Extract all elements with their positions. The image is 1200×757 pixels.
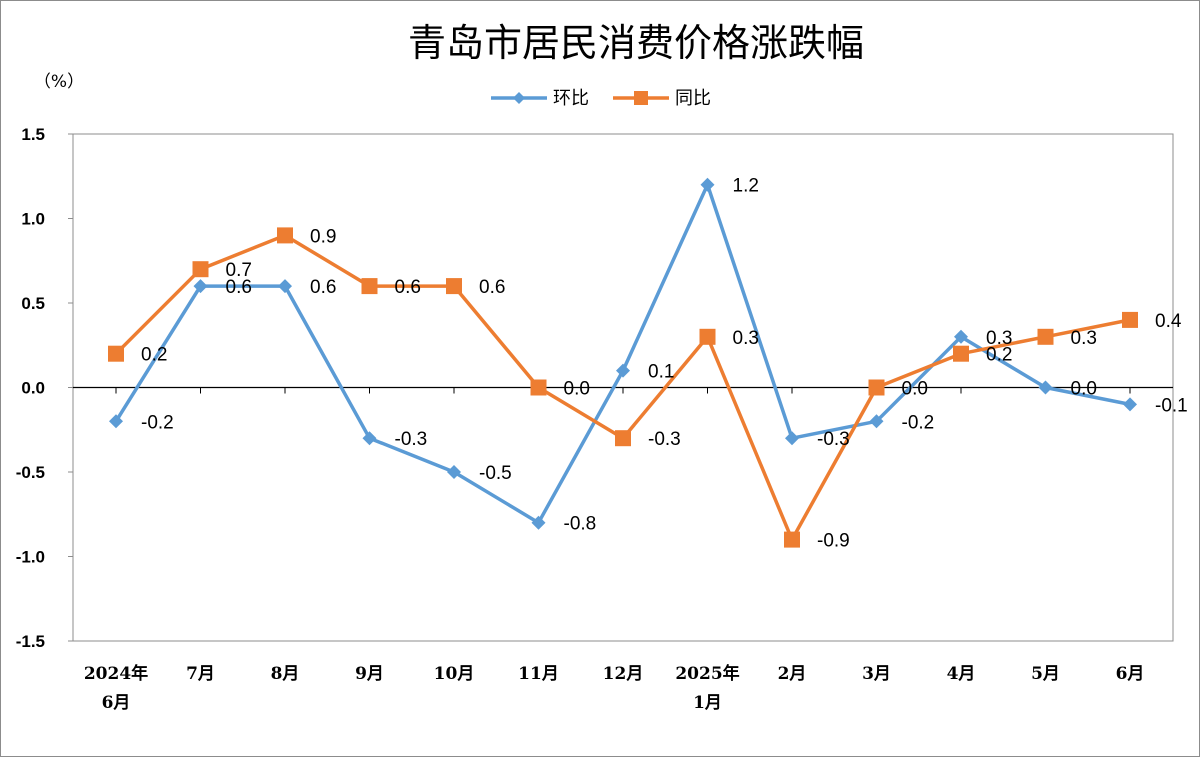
y-tick-label: -1.0	[16, 548, 45, 567]
x-tick-label: 5月	[1031, 664, 1060, 684]
x-tick-label: 3月	[862, 664, 891, 684]
data-label: 0.2	[986, 345, 1012, 366]
x-tick-label: 4月	[947, 664, 976, 684]
x-tick-label: 8月	[271, 664, 300, 684]
x-tick-label: 2月	[778, 664, 807, 684]
data-label: 0.7	[226, 260, 252, 281]
diamond-marker	[954, 329, 968, 344]
square-marker	[361, 278, 378, 295]
legend-label-0: 环比	[553, 88, 589, 109]
y-tick-label: 0.0	[21, 379, 45, 398]
data-label: 0.6	[395, 277, 421, 298]
x-tick-label: 10月	[434, 664, 475, 684]
data-label: -0.3	[817, 429, 850, 450]
square-marker	[868, 379, 885, 396]
x-tick-label: 11月	[518, 664, 559, 684]
x-tick-label: 9月	[355, 664, 384, 684]
diamond-marker	[362, 431, 377, 446]
y-tick-label: 0.5	[21, 294, 45, 313]
x-tick-label: 6月	[102, 693, 131, 713]
data-label: -0.8	[564, 514, 597, 535]
diamond-marker	[700, 177, 715, 192]
legend: 环比 同比	[491, 88, 711, 109]
y-tick-label: 1.0	[21, 210, 45, 229]
x-axis: 2024年 6月 7月 8月 9月 10月 11月 12月 2025年 1月 2月 3月 4月 5月 6月	[84, 387, 1145, 713]
x-tick-label: 12月	[603, 664, 644, 684]
data-label: 0.9	[310, 226, 336, 247]
diamond-marker	[616, 363, 630, 378]
data-label: 0.4	[1155, 311, 1182, 332]
chart-title: 青岛市居民消费价格涨跌幅	[408, 21, 864, 65]
x-tick-label: 7月	[186, 664, 215, 684]
data-label: 0.3	[986, 328, 1012, 349]
data-label: -0.9	[817, 531, 850, 552]
data-label: 0.6	[226, 277, 252, 298]
square-marker	[530, 379, 547, 396]
legend-square-marker	[634, 91, 648, 105]
data-label: 0.0	[902, 379, 928, 400]
y-tick-label: -0.5	[16, 463, 45, 482]
x-tick-label: 1月	[693, 693, 722, 713]
data-label: -0.3	[648, 429, 681, 450]
data-label: 1.2	[733, 176, 759, 197]
x-tick-label: 2025年	[675, 663, 739, 684]
data-label: 0.0	[1071, 379, 1097, 400]
x-tick-label: 6月	[1116, 664, 1145, 684]
data-label: -0.2	[141, 412, 174, 433]
data-label: -0.5	[479, 463, 512, 484]
square-marker	[108, 345, 124, 362]
legend-diamond-marker	[513, 92, 525, 104]
x-tick-label: 2024年	[84, 663, 148, 684]
data-label: 0.0	[564, 379, 590, 400]
diamond-marker	[109, 414, 123, 429]
diamond-marker	[1038, 380, 1053, 395]
diamond-marker	[531, 515, 546, 530]
data-label: -0.2	[902, 412, 935, 433]
square-marker	[192, 261, 209, 278]
y-axis: 1.5 1.0 0.5 0.0 -0.5 -1.0 -1.5	[16, 125, 1173, 651]
square-marker	[446, 278, 462, 295]
diamond-marker	[447, 465, 461, 479]
square-marker	[277, 227, 293, 244]
data-label: 0.6	[479, 277, 505, 298]
data-labels: -0.20.6 0.6-0.3-0.5-0.80.11.2-0.3-0.20.30…	[141, 176, 1188, 552]
square-marker	[953, 345, 969, 362]
data-label: 0.3	[733, 328, 759, 349]
legend-label-1: 同比	[675, 88, 711, 109]
data-label: -0.1	[1155, 395, 1188, 416]
unit-label: （%）	[34, 72, 84, 92]
data-label: 0.2	[141, 345, 167, 366]
data-label: 0.3	[1071, 328, 1097, 349]
data-label: 0.6	[310, 277, 336, 298]
square-marker	[615, 430, 631, 447]
diamond-marker	[869, 414, 884, 429]
series-layer	[108, 177, 1138, 548]
square-marker	[1037, 328, 1054, 345]
y-tick-label: 1.5	[21, 125, 45, 144]
diamond-marker	[1123, 397, 1137, 412]
y-tick-label: -1.5	[16, 632, 45, 651]
data-label: 0.1	[648, 362, 674, 383]
series-line-0	[114, 182, 1131, 525]
square-marker	[699, 328, 716, 345]
diamond-marker	[785, 431, 799, 446]
data-label: -0.3	[395, 429, 428, 450]
square-marker	[1122, 311, 1138, 328]
diamond-marker	[193, 279, 208, 294]
square-marker	[784, 531, 800, 548]
diamond-marker	[278, 279, 292, 294]
